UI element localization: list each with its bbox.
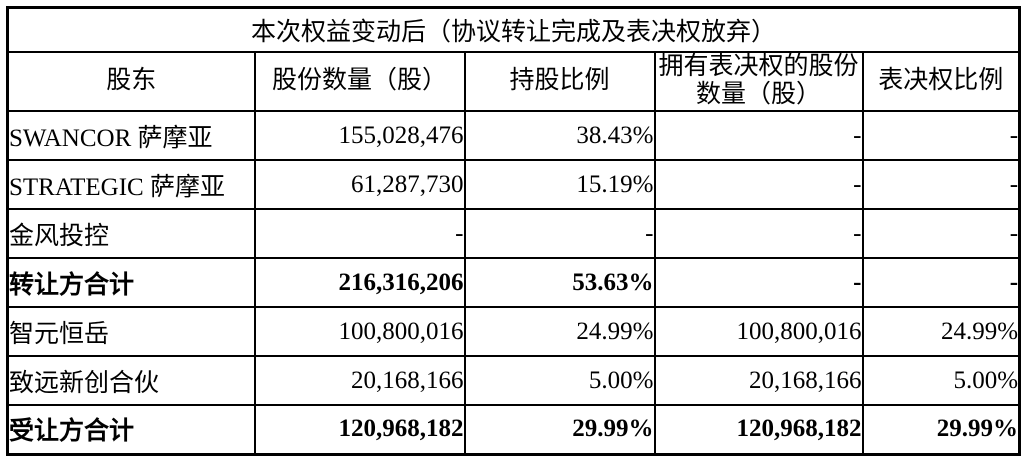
table-row: 金风投控 - - - - — [6, 208, 1021, 259]
cell-voting-shares: - — [653, 159, 864, 210]
cell-ratio: 53.63% — [463, 257, 656, 308]
cell-shareholder: 转让方合计 — [6, 257, 256, 308]
cell-ratio: 5.00% — [463, 355, 656, 406]
cell-voting-ratio: - — [861, 110, 1021, 161]
cell-voting-ratio: - — [861, 257, 1021, 308]
cell-voting-ratio: 24.99% — [861, 306, 1021, 357]
table-row: 致远新创合伙 20,168,166 5.00% 20,168,166 5.00% — [6, 355, 1021, 406]
cell-voting-shares: 100,800,016 — [653, 306, 864, 357]
cell-shareholder: SWANCOR 萨摩亚 — [6, 110, 256, 161]
cell-ratio: 38.43% — [463, 110, 656, 161]
cell-voting-shares: - — [653, 110, 864, 161]
table-row-subtotal-transferee: 受让方合计 120,968,182 29.99% 120,968,182 29.… — [6, 404, 1021, 455]
col-header-shares: 股份数量（股） — [253, 50, 466, 112]
table-title: 本次权益变动后（协议转让完成及表决权放弃） — [6, 6, 1021, 53]
table-row: 智元恒岳 100,800,016 24.99% 100,800,016 24.9… — [6, 306, 1021, 357]
table-row-subtotal-transferor: 转让方合计 216,316,206 53.63% - - — [6, 257, 1021, 308]
cell-voting-ratio: 5.00% — [861, 355, 1021, 406]
cell-shares: 155,028,476 — [253, 110, 466, 161]
cell-shareholder: 金风投控 — [6, 208, 256, 259]
cell-ratio: 29.99% — [463, 404, 656, 455]
col-header-ratio: 持股比例 — [463, 50, 656, 112]
col-header-voting-ratio: 表决权比例 — [861, 50, 1021, 112]
cell-voting-shares: - — [653, 208, 864, 259]
table-row: STRATEGIC 萨摩亚 61,287,730 15.19% - - — [6, 159, 1021, 210]
cell-voting-ratio: - — [861, 159, 1021, 210]
table-title-row: 本次权益变动后（协议转让完成及表决权放弃） — [6, 6, 1021, 53]
equity-change-table: 本次权益变动后（协议转让完成及表决权放弃） 股东 股份数量（股） 持股比例 拥有… — [6, 6, 1022, 456]
cell-voting-shares: - — [653, 257, 864, 308]
table-row: SWANCOR 萨摩亚 155,028,476 38.43% - - — [6, 110, 1021, 161]
cell-shares: 216,316,206 — [253, 257, 466, 308]
cell-shareholder: 智元恒岳 — [6, 306, 256, 357]
cell-ratio: 24.99% — [463, 306, 656, 357]
cell-voting-shares: 20,168,166 — [653, 355, 864, 406]
cell-shareholder: 致远新创合伙 — [6, 355, 256, 406]
cell-shares: 120,968,182 — [253, 404, 466, 455]
cell-voting-ratio: 29.99% — [861, 404, 1021, 455]
cell-shares: 100,800,016 — [253, 306, 466, 357]
cell-voting-shares: 120,968,182 — [653, 404, 864, 455]
cell-shareholder: 受让方合计 — [6, 404, 256, 455]
col-header-shareholder: 股东 — [6, 50, 256, 112]
cell-shares: 20,168,166 — [253, 355, 466, 406]
cell-ratio: - — [463, 208, 656, 259]
cell-shares: - — [253, 208, 466, 259]
cell-shareholder: STRATEGIC 萨摩亚 — [6, 159, 256, 210]
col-header-voting-shares: 拥有表决权的股份数量（股） — [653, 50, 864, 112]
table-header-row: 股东 股份数量（股） 持股比例 拥有表决权的股份数量（股） 表决权比例 — [6, 50, 1021, 112]
cell-voting-ratio: - — [861, 208, 1021, 259]
cell-ratio: 15.19% — [463, 159, 656, 210]
cell-shares: 61,287,730 — [253, 159, 466, 210]
